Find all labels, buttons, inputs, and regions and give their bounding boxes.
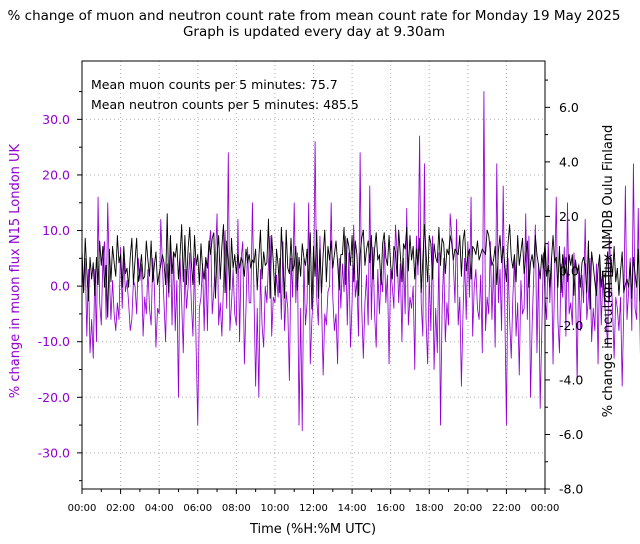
muon-series-line [81,91,640,432]
x-tick-label: 22:00 [492,503,521,514]
x-tick-label: 12:00 [299,503,328,514]
left-axis-label: % change in muon flux N15 London UK [8,143,23,398]
x-tick-label: 08:00 [222,503,251,514]
left-tick-label: -20.0 [38,390,70,405]
left-tick-label: 20.0 [42,167,70,182]
neutron-series-line [81,213,640,318]
right-tick-label: 6.0 [559,100,579,115]
annotation-muon-mean: Mean muon counts per 5 minutes: 75.7 [91,77,338,92]
x-tick-label: 20:00 [453,503,482,514]
left-tick-label: 10.0 [42,223,70,238]
left-tick-label: 0.0 [50,279,70,294]
chart-subtitle: Graph is updated every day at 9.30am [183,24,445,40]
x-tick-label: 10:00 [261,503,290,514]
left-tick-label: -10.0 [38,334,70,349]
x-tick-label: 02:00 [106,503,135,514]
x-axis-label: Time (%H:%M UTC) [249,522,376,537]
right-tick-label: 2.0 [559,209,579,224]
ticks: 00:00 02:00 04:00 06:00 08:00 10:00 12:00 14:00… [38,79,583,514]
x-tick-label: 16:00 [376,503,405,514]
right-tick-label: -2.0 [559,318,583,333]
x-tick-label: 00:00 [68,503,97,514]
chart-title: % change of muon and neutron count rate … [8,8,621,24]
x-tick-label: 18:00 [415,503,444,514]
series-layer [81,91,640,432]
left-tick-label: -30.0 [38,445,70,460]
right-tick-label: -4.0 [559,372,583,387]
right-axis-label: % change in neutron flux NMDB Oulu Finla… [601,125,616,418]
right-tick-label: -6.0 [559,427,583,442]
right-tick-label: 4.0 [559,154,579,169]
right-tick-label: -8.0 [559,482,583,497]
x-tick-label: 06:00 [183,503,212,514]
right-tick-label: 0.0 [559,263,579,278]
annotation-neutron-mean: Mean neutron counts per 5 minutes: 485.5 [91,97,359,112]
x-tick-label: 00:00 [531,503,560,514]
x-tick-label: 04:00 [145,503,174,514]
x-tick-label: 14:00 [338,503,367,514]
left-tick-label: 30.0 [42,112,70,127]
